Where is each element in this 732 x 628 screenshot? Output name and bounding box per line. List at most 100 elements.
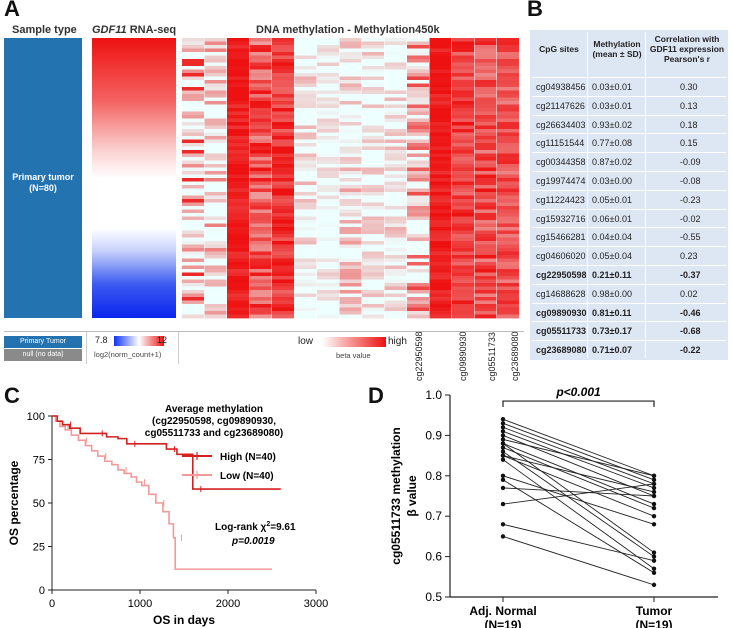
heatmap-cell bbox=[474, 59, 497, 63]
cpg-site-cell: cg21147626 bbox=[536, 100, 585, 111]
heatmap-cell bbox=[497, 202, 519, 207]
heatmap-cell bbox=[182, 192, 204, 196]
heatmap-cell bbox=[272, 293, 294, 298]
heatmap-cell bbox=[362, 45, 384, 49]
heatmap-cell bbox=[294, 269, 317, 273]
heatmap-cell bbox=[227, 171, 249, 175]
heatmap-cell bbox=[452, 164, 474, 168]
table-row-divider bbox=[532, 227, 726, 229]
correlation-cell: -0.23 bbox=[680, 194, 701, 205]
heatmap-cell bbox=[407, 307, 429, 312]
heatmap-cell bbox=[249, 227, 272, 231]
heatmap-cell bbox=[249, 178, 272, 182]
heatmap-cell bbox=[204, 132, 227, 137]
heatmap-cell bbox=[384, 304, 407, 308]
logrank-pvalue: p=0.0019 bbox=[231, 536, 275, 547]
table-col-divider-2 bbox=[645, 32, 646, 358]
heatmap-cell bbox=[384, 272, 407, 277]
heatmap-cell bbox=[227, 80, 249, 84]
heatmap-cell bbox=[182, 262, 204, 266]
heatmap-cell bbox=[249, 314, 272, 319]
heatmap-cell bbox=[227, 269, 249, 273]
heatmap-cell bbox=[497, 199, 519, 203]
heatmap-cell bbox=[182, 38, 204, 42]
heatmap-cell bbox=[407, 41, 429, 46]
normal-point bbox=[500, 522, 506, 527]
heatmap-cell bbox=[227, 272, 249, 277]
heatmap-cell bbox=[429, 41, 452, 46]
heatmap-cell bbox=[227, 258, 249, 263]
heatmap-cell bbox=[182, 206, 204, 210]
heatmap-cell bbox=[272, 220, 294, 224]
heatmap-cell bbox=[429, 276, 452, 280]
heatmap-cell bbox=[474, 150, 497, 154]
heatmap-cell bbox=[362, 290, 384, 294]
heatmap-cell bbox=[294, 286, 317, 291]
heatmap-cell bbox=[182, 209, 204, 214]
heatmap-cell bbox=[474, 129, 497, 133]
tumor-point bbox=[651, 485, 657, 491]
heatmap-cell bbox=[429, 279, 452, 284]
heatmap-cell bbox=[182, 139, 204, 144]
table-row-divider bbox=[532, 171, 726, 172]
heatmap-cell bbox=[204, 76, 227, 81]
heatmap-cell bbox=[249, 153, 272, 158]
heatmap-cell bbox=[452, 48, 474, 53]
heatmap-cell bbox=[384, 206, 407, 210]
heatmap-cell bbox=[339, 286, 362, 291]
heatmap-cell bbox=[497, 38, 519, 42]
heatmap-cell bbox=[317, 244, 339, 249]
heatmap-cell bbox=[272, 45, 294, 49]
heatmap-cell bbox=[227, 62, 249, 67]
heatmap-cell bbox=[204, 209, 227, 214]
heatmap-cell bbox=[384, 262, 407, 266]
heatmap-cell bbox=[497, 188, 519, 193]
heatmap-cell bbox=[407, 48, 429, 53]
heatmap-cell bbox=[272, 272, 294, 277]
heatmap-cell bbox=[227, 265, 249, 270]
heatmap-cell bbox=[249, 115, 272, 119]
heatmap-cell bbox=[294, 146, 317, 151]
heatmap-cell bbox=[249, 122, 272, 126]
heatmap-cell bbox=[272, 241, 294, 245]
heatmap-cell bbox=[407, 118, 429, 123]
heatmap-cell bbox=[249, 83, 272, 88]
heatmap-cell bbox=[204, 276, 227, 280]
heatmap-cell bbox=[272, 185, 294, 189]
table-row-divider bbox=[532, 265, 726, 266]
heatmap-cell bbox=[474, 139, 497, 144]
cpg-site-cell: cg09890930 bbox=[536, 307, 587, 318]
heatmap-cell bbox=[182, 297, 204, 301]
normal-point bbox=[500, 429, 506, 434]
heatmap-cell bbox=[384, 90, 407, 95]
heatmap-cell bbox=[362, 83, 384, 88]
heatmap-cell bbox=[429, 143, 452, 147]
table-row: cg00344358 0.87±0.02 -0.09 bbox=[530, 152, 728, 172]
heatmap-cell bbox=[474, 157, 497, 161]
heatmap-cell bbox=[407, 83, 429, 88]
heatmap-cell bbox=[227, 307, 249, 312]
heatmap-cell bbox=[339, 314, 362, 319]
heatmap-cell bbox=[249, 94, 272, 98]
heatmap-cell bbox=[429, 251, 452, 256]
heatmap-cell bbox=[474, 52, 497, 56]
heatmap-cell bbox=[249, 157, 272, 161]
heatmap-cell bbox=[227, 136, 249, 140]
heatmap-cell bbox=[474, 209, 497, 214]
heatmap-cell bbox=[249, 129, 272, 133]
paired-methylation-chart: 0.5 0.6 0.7 0.8 0.9 1.0 cg05511733 methylation… bbox=[389, 385, 718, 628]
heatmap-cell bbox=[407, 297, 429, 301]
heatmap-cell bbox=[249, 90, 272, 95]
heatmap-cell bbox=[429, 199, 452, 203]
y-tick-label: 25 bbox=[33, 542, 45, 554]
heatmap-cell bbox=[182, 104, 204, 109]
heatmap-cell bbox=[182, 97, 204, 102]
heatmap-cell bbox=[384, 314, 407, 319]
heatmap-cell bbox=[407, 290, 429, 294]
methylation-cell: 0.81±0.11 bbox=[592, 307, 632, 318]
heatmap-cell bbox=[204, 248, 227, 252]
heatmap-cell bbox=[407, 199, 429, 203]
table-row: cg11224423 0.05±0.01 -0.23 bbox=[530, 190, 728, 210]
heatmap-cell bbox=[182, 143, 204, 147]
heatmap-cell bbox=[204, 213, 227, 217]
